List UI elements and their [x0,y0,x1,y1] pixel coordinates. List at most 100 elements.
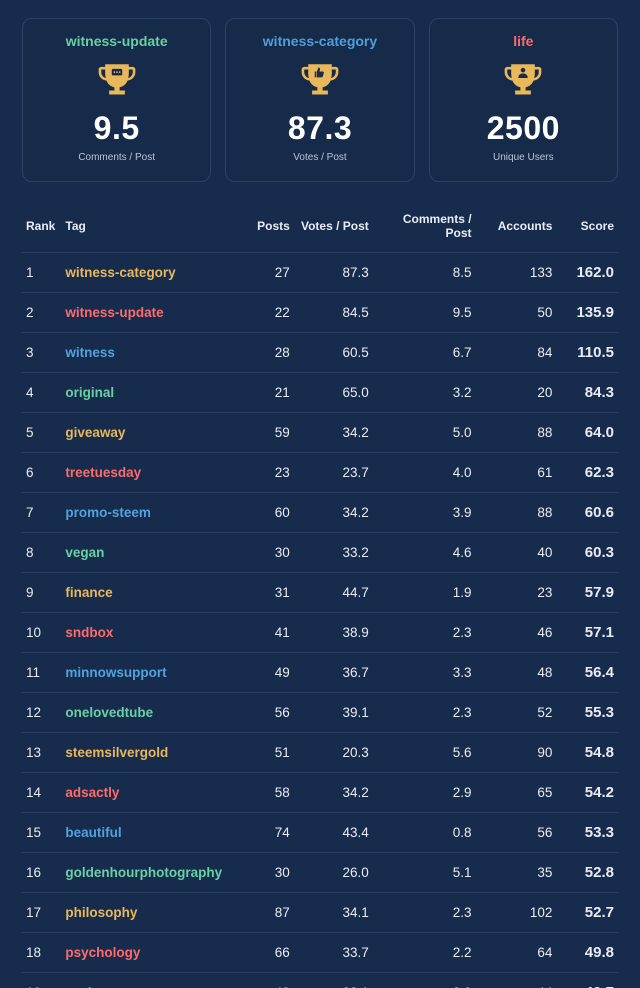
cell-posts: 66 [236,933,293,973]
cell-accounts: 61 [476,453,557,493]
trophy-user-icon [502,59,544,101]
table-row: 2witness-update2284.59.550135.9 [22,293,618,333]
summary-cards: witness-update 9.5 Comments / Post witne… [22,18,618,182]
cell-rank: 19 [22,973,61,988]
cell-accounts: 40 [476,533,557,573]
cell-posts: 41 [236,613,293,653]
cell-posts: 59 [236,413,293,453]
cell-tag[interactable]: onelovedtube [61,693,236,733]
card-unique-users: life 2500 Unique Users [429,18,618,182]
cell-comments: 5.0 [373,413,476,453]
col-score: Score [556,202,618,253]
cell-accounts: 44 [476,973,557,988]
cell-comments: 8.5 [373,253,476,293]
cell-votes: 34.2 [294,773,373,813]
table-row: 5giveaway5934.25.08864.0 [22,413,618,453]
card-title: witness-category [236,33,403,49]
cell-score: 62.3 [556,453,618,493]
cell-tag[interactable]: treetuesday [61,453,236,493]
tags-table: Rank Tag Posts Votes / Post Comments / P… [22,202,618,988]
card-value: 9.5 [33,111,200,146]
card-value: 87.3 [236,111,403,146]
cell-score: 60.3 [556,533,618,573]
cell-score: 135.9 [556,293,618,333]
cell-accounts: 102 [476,893,557,933]
table-row: 4original2165.03.22084.3 [22,373,618,413]
cell-rank: 7 [22,493,61,533]
cell-tag[interactable]: promo-steem [61,493,236,533]
cell-votes: 33.2 [294,533,373,573]
cell-tag[interactable]: original [61,373,236,413]
cell-accounts: 90 [476,733,557,773]
cell-posts: 42 [236,973,293,988]
cell-votes: 84.5 [294,293,373,333]
cell-rank: 8 [22,533,61,573]
cell-score: 64.0 [556,413,618,453]
cell-tag[interactable]: beautiful [61,813,236,853]
cell-comments: 5.6 [373,733,476,773]
cell-score: 49.8 [556,933,618,973]
cell-tag[interactable]: steemsilvergold [61,733,236,773]
cell-accounts: 88 [476,413,557,453]
cell-tag[interactable]: finance [61,573,236,613]
cell-accounts: 64 [476,933,557,973]
cell-tag[interactable]: goldenhourphotography [61,853,236,893]
table-row: 9finance3144.71.92357.9 [22,573,618,613]
cell-posts: 30 [236,853,293,893]
cell-rank: 15 [22,813,61,853]
cell-tag[interactable]: witness-category [61,253,236,293]
table-row: 15beautiful7443.40.85653.3 [22,813,618,853]
table-row: 3witness2860.56.784110.5 [22,333,618,373]
cell-comments: 3.3 [373,653,476,693]
cell-tag[interactable]: witness-update [61,293,236,333]
cell-tag[interactable]: exchange [61,973,236,988]
card-sub: Comments / Post [33,152,200,163]
table-row: 12onelovedtube5639.12.35255.3 [22,693,618,733]
cell-rank: 3 [22,333,61,373]
card-sub: Votes / Post [236,152,403,163]
cell-score: 60.6 [556,493,618,533]
col-comments: Comments / Post [373,202,476,253]
col-votes: Votes / Post [294,202,373,253]
cell-score: 57.1 [556,613,618,653]
cell-votes: 60.5 [294,333,373,373]
table-row: 16goldenhourphotography3026.05.13552.8 [22,853,618,893]
cell-tag[interactable]: adsactly [61,773,236,813]
cell-score: 110.5 [556,333,618,373]
cell-score: 54.2 [556,773,618,813]
cell-rank: 1 [22,253,61,293]
cell-votes: 20.3 [294,733,373,773]
table-row: 6treetuesday2323.74.06162.3 [22,453,618,493]
table-row: 11minnowsupport4936.73.34856.4 [22,653,618,693]
cell-accounts: 20 [476,373,557,413]
trophy-chat-icon [96,59,138,101]
cell-posts: 22 [236,293,293,333]
cell-rank: 2 [22,293,61,333]
table-body: 1witness-category2787.38.5133162.02witne… [22,253,618,988]
cell-votes: 38.9 [294,613,373,653]
table-row: 10sndbox4138.92.34657.1 [22,613,618,653]
cell-score: 57.9 [556,573,618,613]
table-row: 19exchange4233.12.04449.7 [22,973,618,988]
cell-rank: 16 [22,853,61,893]
cell-tag[interactable]: vegan [61,533,236,573]
cell-votes: 23.7 [294,453,373,493]
cell-posts: 49 [236,653,293,693]
cell-comments: 1.9 [373,573,476,613]
cell-votes: 34.2 [294,493,373,533]
cell-rank: 13 [22,733,61,773]
cell-tag[interactable]: giveaway [61,413,236,453]
cell-tag[interactable]: witness [61,333,236,373]
cell-accounts: 133 [476,253,557,293]
cell-rank: 10 [22,613,61,653]
cell-comments: 3.9 [373,493,476,533]
cell-comments: 2.3 [373,693,476,733]
cell-posts: 87 [236,893,293,933]
cell-tag[interactable]: minnowsupport [61,653,236,693]
cell-tag[interactable]: sndbox [61,613,236,653]
cell-tag[interactable]: philosophy [61,893,236,933]
cell-votes: 33.1 [294,973,373,988]
cell-tag[interactable]: psychology [61,933,236,973]
cell-accounts: 48 [476,653,557,693]
cell-votes: 36.7 [294,653,373,693]
